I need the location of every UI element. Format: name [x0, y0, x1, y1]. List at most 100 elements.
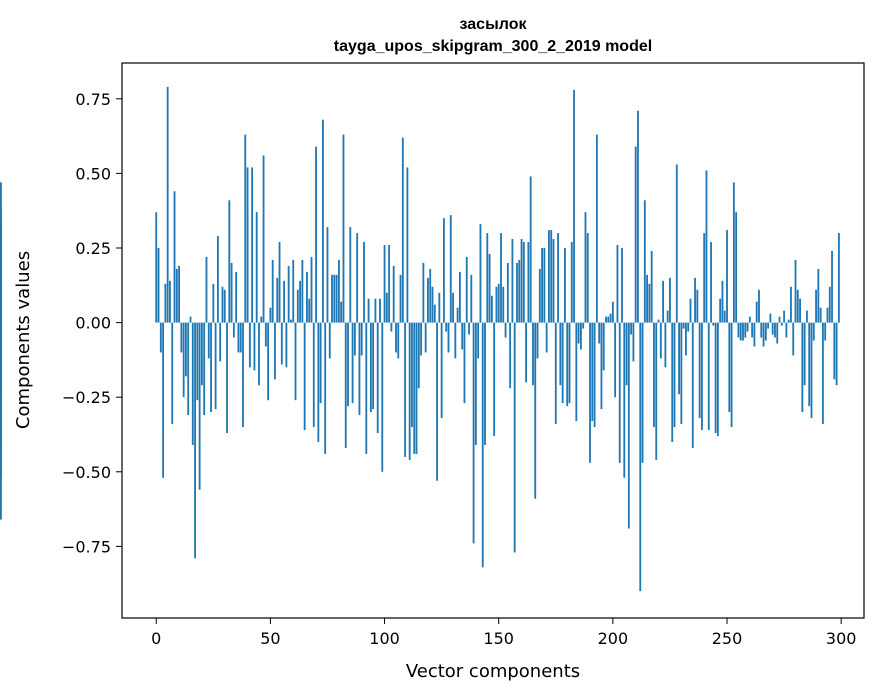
bar — [312, 322, 315, 428]
bar — [643, 200, 646, 323]
bar — [417, 322, 420, 389]
bar — [616, 245, 619, 323]
bar — [269, 307, 272, 323]
bar — [646, 274, 649, 323]
bar — [328, 322, 331, 359]
bar — [452, 292, 454, 323]
bar — [591, 322, 594, 422]
y-tick-label: 0.50 — [75, 164, 111, 183]
bar — [550, 230, 553, 323]
bar — [564, 248, 566, 323]
bar — [669, 277, 671, 323]
bar — [479, 224, 482, 323]
bar — [157, 248, 160, 323]
bar — [285, 322, 288, 368]
bar — [353, 322, 356, 356]
bar — [390, 322, 393, 332]
bar — [429, 268, 432, 323]
bar — [623, 322, 626, 478]
bar — [621, 248, 623, 323]
bar — [500, 233, 502, 323]
bar — [570, 242, 573, 323]
bar — [0, 280, 2, 323]
x-tick-label: 300 — [826, 629, 857, 648]
bar — [155, 212, 158, 323]
bar — [465, 256, 468, 323]
bar — [764, 322, 767, 341]
bar — [769, 313, 772, 323]
bar — [290, 319, 292, 323]
bar — [511, 239, 514, 323]
bar — [714, 322, 717, 433]
bar — [358, 322, 361, 416]
bar — [340, 301, 343, 323]
bar — [237, 322, 240, 353]
bar — [303, 322, 306, 431]
bar — [774, 322, 776, 338]
bar — [659, 322, 662, 359]
y-tick-label: −0.25 — [62, 388, 111, 407]
bar — [648, 283, 651, 323]
bar — [794, 259, 797, 323]
bar — [739, 322, 742, 341]
bar — [545, 322, 548, 353]
bar — [404, 322, 407, 457]
bar — [810, 322, 813, 419]
bar — [536, 322, 539, 359]
y-tick-label: 0.25 — [75, 239, 111, 258]
bar — [831, 250, 833, 323]
bar — [365, 322, 368, 454]
bar — [815, 289, 817, 323]
y-axis-label: Components values — [13, 251, 34, 429]
bar — [324, 322, 327, 454]
bar — [618, 322, 621, 463]
bar — [687, 322, 690, 332]
bar — [575, 322, 578, 422]
bar — [824, 322, 827, 341]
bar — [776, 322, 779, 344]
bar — [477, 322, 480, 359]
bar — [593, 322, 596, 428]
y-tick-label: 0.75 — [75, 90, 111, 109]
y-tick-label: −0.50 — [62, 463, 111, 482]
bar — [180, 322, 183, 353]
bar — [700, 322, 703, 431]
bar — [554, 322, 557, 425]
bar — [333, 274, 336, 323]
bar — [680, 322, 683, 425]
bar — [411, 322, 413, 428]
bar — [178, 265, 180, 323]
bar — [675, 164, 678, 323]
bar — [529, 176, 532, 323]
bar — [383, 245, 386, 323]
bar — [630, 322, 633, 335]
bar — [819, 307, 822, 323]
bar — [657, 319, 660, 323]
bar — [296, 289, 299, 323]
bar — [223, 289, 226, 323]
bar — [559, 322, 562, 386]
bar — [260, 316, 263, 323]
bar — [625, 322, 628, 386]
bar — [258, 322, 260, 386]
bar — [189, 316, 192, 323]
bar — [271, 259, 274, 323]
bar — [221, 286, 224, 323]
bar — [557, 233, 559, 323]
x-tick-label: 50 — [260, 629, 280, 648]
bar — [609, 313, 612, 323]
y-axis-ticks: −0.75 −0.50 −0.25 0.00 0.25 0.50 0.75 — [62, 90, 122, 556]
bar — [454, 322, 457, 359]
bar — [310, 256, 313, 323]
bar — [796, 289, 799, 323]
bar — [200, 322, 203, 386]
bar — [230, 262, 233, 323]
bar — [821, 322, 824, 425]
bar — [579, 322, 582, 350]
bar — [363, 242, 365, 323]
bar — [532, 322, 534, 386]
bar — [399, 274, 402, 323]
bar — [568, 322, 571, 404]
bar — [337, 259, 340, 323]
bar — [283, 280, 286, 323]
